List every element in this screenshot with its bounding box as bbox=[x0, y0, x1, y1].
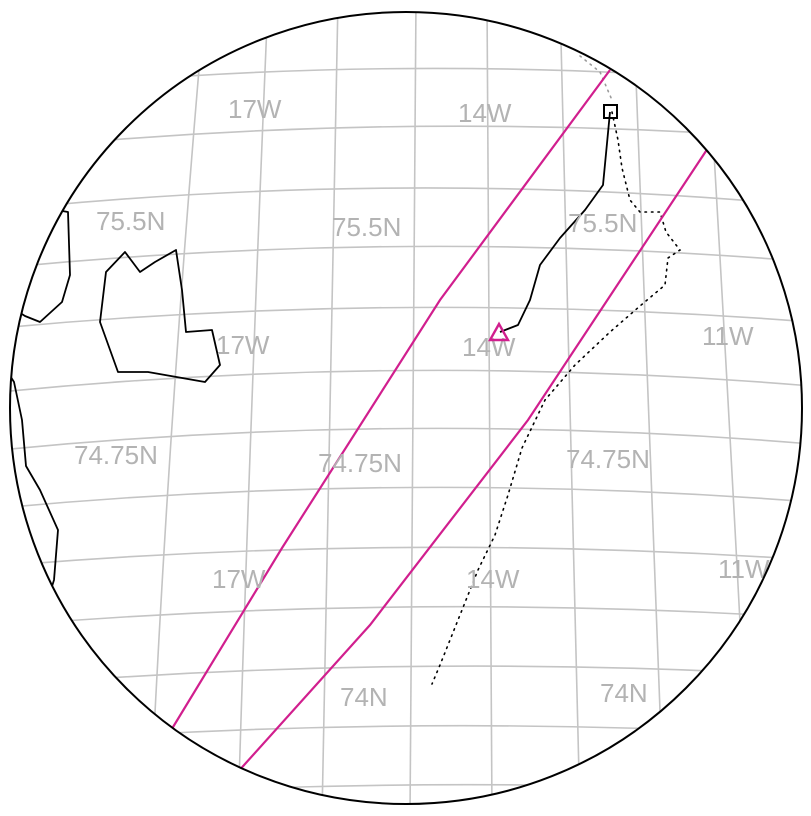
meridian-line bbox=[149, 12, 206, 804]
meridian-line bbox=[237, 12, 269, 804]
swath-edge-left bbox=[169, 69, 611, 733]
graticule-parallels bbox=[10, 67, 802, 803]
grid-label: 14W bbox=[462, 332, 516, 362]
parallel-line bbox=[10, 605, 802, 627]
grid-label: 11W bbox=[702, 321, 754, 351]
parallel-line bbox=[10, 306, 802, 329]
graticule-labels: 17W 14W 75.5N 75.5N 75.5N 17W 14W 11W 74… bbox=[74, 94, 770, 712]
meridian-line bbox=[632, 12, 665, 804]
swath-edge-right bbox=[235, 147, 709, 775]
grid-label: 14W bbox=[466, 564, 520, 594]
grid-label: 74N bbox=[340, 682, 388, 712]
meridian-line bbox=[704, 12, 751, 804]
grid-label: 14W bbox=[458, 98, 512, 128]
grid-label: 17W bbox=[212, 564, 266, 594]
parallel-line bbox=[10, 486, 802, 509]
grid-label: 74.75N bbox=[74, 440, 158, 470]
parallel-line bbox=[10, 427, 802, 451]
grid-label: 75.5N bbox=[332, 212, 401, 242]
coastline-east-peninsula bbox=[499, 111, 611, 333]
grid-label: 74N bbox=[600, 678, 648, 708]
grid-label: 17W bbox=[216, 330, 270, 360]
track-dotted bbox=[431, 111, 682, 685]
meridian-line bbox=[409, 12, 417, 804]
grid-label: 17W bbox=[228, 94, 282, 124]
parallel-line bbox=[10, 724, 802, 745]
meridian-line bbox=[321, 12, 339, 804]
globe-frame bbox=[9, 11, 803, 805]
grid-label: 75.5N bbox=[96, 206, 165, 236]
triangle-icon bbox=[487, 321, 511, 342]
square-icon bbox=[603, 104, 618, 119]
parallel-line bbox=[10, 783, 802, 803]
grid-label: 74.75N bbox=[318, 448, 402, 478]
grid-label: 75.5N bbox=[568, 208, 637, 238]
track-grey-dotted bbox=[579, 55, 613, 101]
coastline-island bbox=[99, 249, 221, 383]
parallel-line bbox=[10, 546, 802, 567]
grid-label: 74.75N bbox=[566, 444, 650, 474]
coastline-west-upper bbox=[10, 204, 71, 323]
parallel-line bbox=[10, 67, 802, 93]
coastline-west-lower bbox=[10, 359, 59, 626]
meridian-line bbox=[486, 12, 493, 804]
parallel-line bbox=[10, 187, 802, 211]
grid-label: 11W bbox=[718, 554, 770, 584]
parallel-line bbox=[10, 245, 802, 269]
parallel-line bbox=[10, 369, 802, 393]
coastline-group bbox=[10, 111, 611, 626]
parallel-line bbox=[10, 125, 802, 151]
meridian-line bbox=[779, 12, 802, 804]
